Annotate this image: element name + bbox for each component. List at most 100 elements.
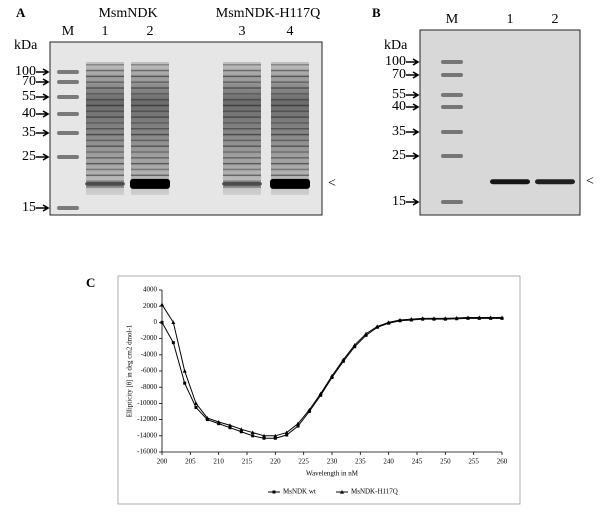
marker-arrow (36, 204, 50, 212)
lane-band (86, 186, 124, 188)
marker-arrow (406, 128, 420, 136)
lane-band (131, 122, 169, 124)
marker-arrow (36, 153, 50, 161)
lane-band (271, 104, 309, 107)
point (285, 433, 289, 437)
lane-label: 3 (239, 24, 246, 39)
lane-band (131, 133, 169, 136)
legend-label: MsNDK wt (283, 488, 316, 496)
x-axis-label: Wavelength in nM (306, 470, 359, 478)
lane-band (271, 81, 309, 83)
marker-label: 70 (22, 74, 36, 89)
target-band (270, 178, 310, 189)
point (262, 433, 266, 438)
x-tick-label: 255 (468, 458, 479, 466)
chart-frame (117, 275, 521, 505)
marker-arrow (36, 78, 50, 86)
point (217, 422, 221, 426)
lane-band (131, 168, 169, 171)
lane-band (131, 87, 169, 89)
point (443, 316, 448, 320)
point (386, 320, 391, 324)
lane-band (86, 81, 124, 83)
marker-band (441, 130, 463, 134)
point (251, 434, 255, 438)
point (341, 359, 345, 363)
marker-arrow (406, 91, 420, 99)
lane-band (86, 87, 124, 89)
x-tick-label: 220 (270, 458, 281, 466)
lane-band (131, 93, 169, 95)
marker-label: 35 (392, 124, 406, 139)
y-tick-label: -12000 (137, 415, 157, 423)
point (216, 420, 221, 424)
lane-band (223, 75, 261, 78)
point (466, 315, 470, 320)
lane-band (86, 122, 124, 124)
lane-band (223, 122, 261, 124)
target-band (130, 178, 170, 189)
marker-band (57, 206, 79, 210)
marker-arrow (36, 129, 50, 137)
point (296, 421, 300, 426)
y-tick-label: -2000 (141, 334, 158, 342)
lane-band (86, 157, 124, 159)
lane-label: 1 (507, 12, 514, 27)
point (239, 427, 244, 431)
target-band (535, 179, 575, 185)
point (182, 369, 187, 373)
target-band (222, 181, 262, 186)
lane-band (86, 162, 124, 165)
x-tick-label: 200 (157, 458, 168, 466)
marker-band (57, 80, 79, 84)
lane-band (131, 75, 169, 78)
lane-band (223, 128, 261, 130)
lane-band (86, 139, 124, 142)
lane-band (271, 122, 309, 124)
point (364, 331, 368, 336)
marker-arrow (406, 71, 420, 79)
lane-band (131, 174, 169, 177)
group-label: MsmNDK (98, 6, 157, 21)
lane-band (131, 128, 169, 130)
lane-band (223, 139, 261, 142)
x-tick-label: 250 (440, 458, 451, 466)
lane-label: 2 (552, 12, 559, 27)
lane-band (271, 145, 309, 147)
marker-band (57, 155, 79, 159)
lane-band (223, 87, 261, 89)
point (205, 415, 210, 420)
lane-band (131, 145, 169, 147)
lane-band (223, 104, 261, 107)
lane-band (86, 104, 124, 107)
marker-band (57, 95, 79, 99)
lane-band (223, 64, 261, 66)
lane-band (223, 110, 261, 113)
lane-band (131, 104, 169, 107)
point (454, 315, 459, 320)
lane-band (86, 98, 124, 101)
marker-arrow (36, 110, 50, 118)
marker-arrow (406, 103, 420, 111)
lane-band (223, 145, 261, 147)
lane-band (86, 145, 124, 147)
point (409, 317, 414, 321)
lane (223, 62, 261, 195)
marker-label: 25 (22, 149, 36, 164)
marker-band (441, 73, 463, 77)
lane-band (131, 139, 169, 142)
point (420, 316, 425, 320)
point (353, 345, 357, 349)
lane-band (86, 128, 124, 130)
lane-band (86, 180, 124, 182)
group-label: MsmNDK-H117Q (216, 6, 320, 21)
marker-arrow (406, 58, 420, 66)
marker-label: 55 (22, 89, 36, 104)
marker-label: 70 (392, 67, 406, 82)
point (171, 341, 175, 345)
lane-band (86, 64, 124, 66)
marker-label: 40 (22, 106, 36, 121)
point (160, 302, 164, 307)
x-tick-label: 260 (497, 458, 508, 466)
